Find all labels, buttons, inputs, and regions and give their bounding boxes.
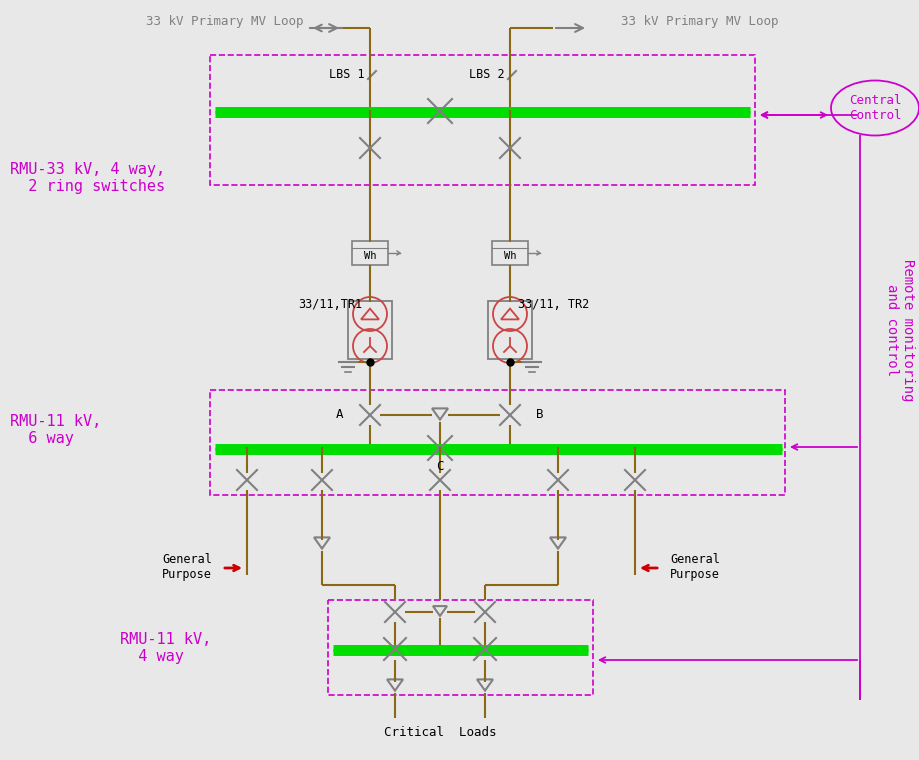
Bar — [352, 241, 388, 265]
Text: 33/11,TR1: 33/11,TR1 — [298, 299, 361, 312]
Bar — [487, 301, 531, 359]
Text: Wh: Wh — [363, 251, 376, 261]
Text: General
Purpose: General Purpose — [162, 553, 211, 581]
Text: B: B — [536, 409, 543, 422]
Text: C: C — [436, 461, 443, 473]
Text: Wh: Wh — [504, 251, 516, 261]
Bar — [347, 301, 391, 359]
Text: 33/11, TR2: 33/11, TR2 — [517, 299, 588, 312]
Text: RMU-11 kV,
  4 way: RMU-11 kV, 4 way — [119, 632, 211, 664]
Bar — [210, 390, 784, 495]
Text: RMU-33 kV, 4 way,
  2 ring switches: RMU-33 kV, 4 way, 2 ring switches — [10, 162, 165, 195]
Text: Critical  Loads: Critical Loads — [383, 726, 495, 739]
Text: A: A — [335, 409, 344, 422]
Text: Central
Control: Central Control — [848, 94, 901, 122]
Text: LBS 2: LBS 2 — [469, 68, 505, 81]
Text: General
Purpose: General Purpose — [669, 553, 720, 581]
Bar — [210, 55, 754, 185]
Text: 33 kV Primary MV Loop: 33 kV Primary MV Loop — [620, 15, 777, 28]
Text: RMU-11 kV,
  6 way: RMU-11 kV, 6 way — [10, 413, 101, 446]
Bar — [328, 600, 593, 695]
Text: LBS 1: LBS 1 — [329, 68, 365, 81]
Bar — [492, 241, 528, 265]
Text: 33 kV Primary MV Loop: 33 kV Primary MV Loop — [146, 15, 303, 28]
Text: Remote monitoring
and control: Remote monitoring and control — [884, 259, 914, 401]
